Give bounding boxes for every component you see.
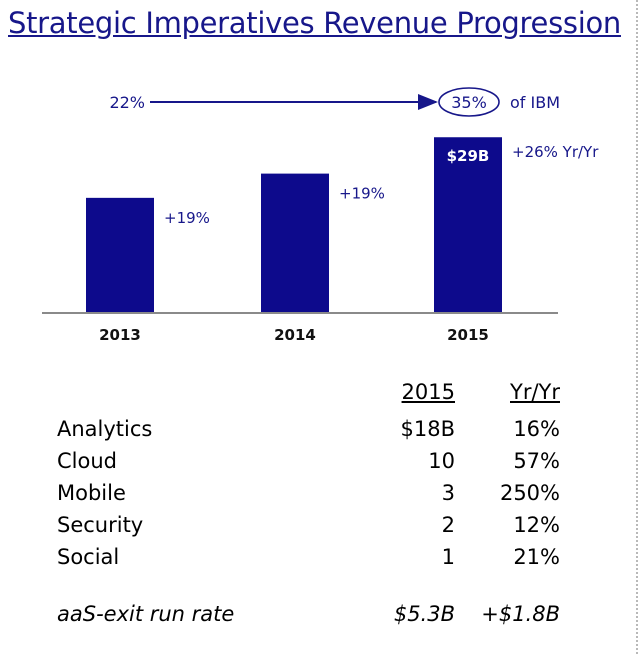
row-category: Analytics xyxy=(57,417,153,441)
row-value-2015: 1 xyxy=(441,545,455,569)
row-category: Social xyxy=(57,545,120,569)
row-value-yoy: 16% xyxy=(513,417,560,441)
row-category: Mobile xyxy=(57,481,126,505)
table-row: Mobile 3 250% xyxy=(0,481,640,511)
table-row: Analytics $18B 16% xyxy=(0,417,640,447)
table-row: Cloud 10 57% xyxy=(0,449,640,479)
row-value-yoy: 21% xyxy=(513,545,560,569)
row-value-yoy: 57% xyxy=(513,449,560,473)
bar-value-label: $29B xyxy=(447,147,490,165)
page-title: Strategic Imperatives Revenue Progressio… xyxy=(8,6,621,40)
share-start-label: 22% xyxy=(109,93,145,112)
page-edge-divider xyxy=(636,0,638,654)
share-annotation: 22% 35% of IBM xyxy=(109,87,560,117)
row-value-2015: 2 xyxy=(441,513,455,537)
bar-2015 xyxy=(434,137,502,313)
row-value-yoy: 250% xyxy=(499,481,560,505)
row-value-yoy: 12% xyxy=(513,513,560,537)
x-tick-label: 2013 xyxy=(99,326,141,344)
x-tick-label: 2014 xyxy=(274,326,316,344)
x-tick-label: 2015 xyxy=(447,326,489,344)
row-category: Security xyxy=(57,513,144,537)
growth-label-2014: +19% xyxy=(339,185,385,203)
row-value-2015: 10 xyxy=(428,449,455,473)
share-end-label: 35% xyxy=(451,93,487,112)
table-row: Security 2 12% xyxy=(0,513,640,543)
column-header-yoy: Yr/Yr xyxy=(510,380,560,404)
run-rate-value: $5.3B xyxy=(393,602,455,626)
row-category: Cloud xyxy=(57,449,117,473)
run-rate-row: aaS-exit run rate $5.3B +$1.8B xyxy=(0,602,640,632)
table-row: Social 1 21% xyxy=(0,545,640,575)
share-suffix-label: of IBM xyxy=(510,93,560,112)
growth-label-2013: +19% xyxy=(164,209,210,227)
bar-2013 xyxy=(86,197,154,313)
row-value-2015: 3 xyxy=(441,481,455,505)
row-value-2015: $18B xyxy=(400,417,456,441)
bar-2014 xyxy=(261,173,329,313)
column-header-2015: 2015 xyxy=(401,380,455,404)
growth-label-2015: +26% Yr/Yr xyxy=(512,143,599,161)
run-rate-label: aaS-exit run rate xyxy=(57,602,235,626)
revenue-bar-chart: 22% 35% of IBM +19% +19% $29B +26% Yr/Yr 2013… xyxy=(42,87,599,344)
run-rate-change: +$1.8B xyxy=(481,602,560,626)
share-circle xyxy=(438,87,500,117)
